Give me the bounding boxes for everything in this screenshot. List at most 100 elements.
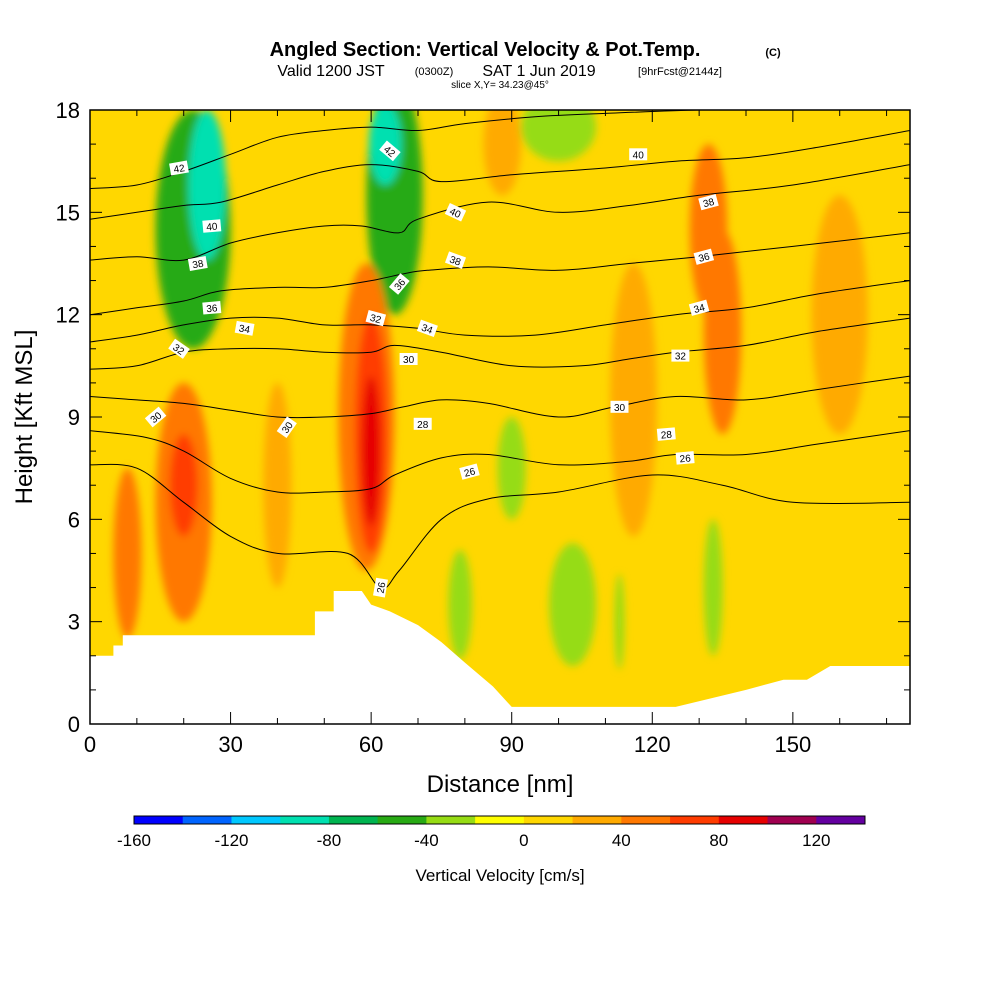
contour-label-box [202,301,222,315]
velocity-cell [483,110,522,196]
contour-label: 38 [187,256,208,271]
y-tick-label: 0 [68,712,80,737]
contour-label: 32 [671,349,690,363]
contour-label: 26 [373,577,388,598]
y-tick-label: 12 [56,303,80,328]
x-tick-label: 150 [774,732,811,757]
contour-line-38 [90,164,910,262]
contour-label-box [693,248,715,265]
contour-label-text: 36 [206,303,218,315]
contour-label: 30 [276,416,297,439]
chart-title-unit: (C) [765,47,781,59]
contour-label: 40 [202,219,222,233]
contour-label-box [629,148,648,161]
colorbar-swatch [670,816,720,824]
velocity-cell [549,543,597,667]
contour-label-box [413,417,432,430]
colorbar-tick-label: 120 [802,831,830,850]
valid-prefix: Valid 1200 JST [277,63,385,80]
contour-label-box [169,160,189,176]
contour-label-box [416,319,438,338]
contour-label-text: 34 [420,323,435,337]
y-tick-label: 6 [68,507,80,532]
contour-label-box [373,577,388,598]
contour-label: 38 [444,251,467,269]
plot-area: 4240383634323030424038363234302826264038… [90,110,910,724]
contour-label-box [656,427,676,441]
contour-label: 36 [693,248,715,265]
colorbar-tick-label: -160 [117,831,151,850]
velocity-cell [169,434,198,537]
contour-label-text: 30 [614,403,626,414]
colorbar-swatch [377,816,427,824]
contour-label-text: 40 [206,221,218,233]
contour-line-32 [90,317,910,370]
contour-label-text: 32 [369,313,383,327]
velocity-cell [689,144,728,315]
colorbar-swatch [621,816,671,824]
contour-label-box [675,451,695,465]
contour-label: 28 [656,427,676,442]
x-tick-label: 90 [499,732,523,757]
contour-label-box [444,251,467,269]
contour-label-box [144,406,167,428]
x-tick-label: 120 [634,732,671,757]
contour-label-text: 32 [675,352,687,363]
contour-label-text: 38 [702,197,716,211]
colorbar-swatch [328,816,379,824]
contour-label-text: 28 [660,430,672,442]
contour-label: 34 [688,299,710,316]
contour-label: 32 [365,309,387,327]
colorbar-tick-label: -80 [317,831,342,850]
contour-label-box [234,320,255,336]
contour-line-28 [90,430,910,494]
valid-utc: (0300Z) [415,66,454,78]
contour-label-box [168,338,190,359]
contour-label-box [187,256,208,271]
velocity-cell [188,110,226,261]
slice-info: slice X,Y= 34.23@45° [451,80,549,91]
contour-label-text: 34 [238,323,251,336]
contour-label-box [365,309,387,327]
x-axis-label: Distance [nm] [427,771,574,798]
velocity-cell [614,573,625,670]
contour-label: 30 [610,400,629,414]
colorbar: -160 -120 -80 -40 0 40 80 120 [117,815,866,850]
contour-label-box [610,400,629,413]
contour-line-30 [90,375,910,419]
contour-label: 40 [444,203,467,222]
contour-label-box [671,349,690,362]
colorbar-swatch [426,816,476,824]
contour-label-text: 38 [448,254,463,268]
contour-line-26 [90,463,910,589]
x-tick-label: 60 [359,732,383,757]
colorbar-swatch [280,816,330,824]
vertical-velocity-field [113,110,868,670]
velocity-cell [811,195,868,435]
contour-label-box [276,416,297,439]
contour-label-text: 36 [697,251,711,265]
velocity-cell [361,376,381,527]
contour-label: 26 [459,463,480,480]
colorbar-swatch [182,816,232,824]
velocity-cell [497,417,526,520]
velocity-cell [263,382,292,588]
forecast-stamp: [9hrFcst@2144z] [638,66,722,78]
contour-label-box [379,140,401,162]
colorbar-swatch [816,816,866,824]
colorbar-label: Vertical Velocity [cm/s] [415,866,584,885]
colorbar-swatch [134,816,184,824]
contour-line-40 [90,130,910,220]
colorbar-swatch [767,816,817,824]
contour-label: 40 [629,148,648,161]
contour-label: 32 [168,338,190,359]
contour-label: 26 [675,451,695,465]
y-axis-label: Height [Kft MSL] [11,330,38,505]
colorbar-tick-label: 80 [709,831,728,850]
contour-label: 36 [202,301,222,315]
colorbar-swatch [523,816,574,824]
x-axis: 0 30 60 90 120 150 [84,110,888,757]
y-tick-label: 18 [56,98,80,123]
